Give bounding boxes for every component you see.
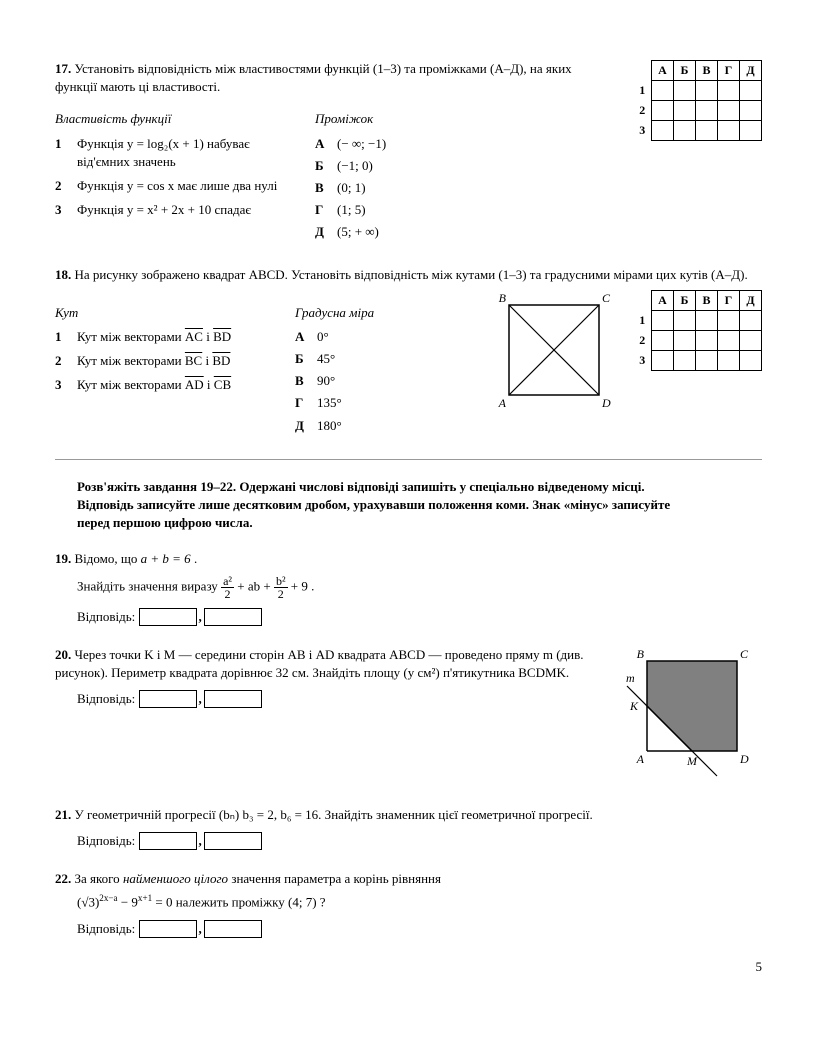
problem-20: 20. Через точки K і M — середини сторін … [55, 646, 762, 786]
svg-text:B: B [498, 291, 506, 305]
problem-number: 18. [55, 267, 71, 282]
right-header: Градусна міра [295, 304, 374, 322]
answer-input-20[interactable]: Відповідь: , [77, 690, 602, 708]
problem-text: На рисунку зображено квадрат ABCD. Устан… [75, 267, 748, 282]
answer-input-19[interactable]: Відповідь: , [77, 608, 762, 626]
svg-text:D: D [739, 752, 749, 766]
answer-grid-17: АБВГД 1 2 3 [634, 60, 763, 141]
svg-text:A: A [636, 752, 645, 766]
pentagon-figure: B C A D K M m [622, 646, 762, 786]
page-number: 5 [55, 958, 762, 976]
svg-text:C: C [740, 647, 749, 661]
svg-text:C: C [602, 291, 611, 305]
svg-text:B: B [637, 647, 645, 661]
square-abcd-figure: B C A D [494, 290, 614, 410]
left-header: Кут [55, 304, 265, 322]
right-header: Проміжок [315, 110, 386, 128]
svg-text:M: M [686, 754, 698, 768]
problem-18: 18. На рисунку зображено квадрат ABCD. У… [55, 266, 762, 439]
svg-text:D: D [601, 396, 611, 410]
problem-17: 17. Установіть відповідність між властив… [55, 60, 762, 246]
left-header: Властивість функції [55, 110, 285, 128]
svg-text:A: A [497, 396, 506, 410]
section-divider [55, 459, 762, 460]
problem-22: 22. За якого найменшого цілого значення … [55, 870, 762, 938]
svg-text:K: K [629, 699, 639, 713]
problem-21: 21. У геометричній прогресії (bₙ) b₃ = 2… [55, 806, 762, 850]
problem-19: 19. Відомо, що a + b = 6 . Знайдіть знач… [55, 550, 762, 625]
svg-text:m: m [626, 671, 635, 685]
problem-number: 17. [55, 61, 71, 76]
answer-input-22[interactable]: Відповідь: , [77, 920, 762, 938]
answer-input-21[interactable]: Відповідь: , [77, 832, 762, 850]
problem-text: Установіть відповідність між властивостя… [55, 61, 572, 94]
instructions: Розв'яжіть завдання 19–22. Одержані числ… [77, 478, 702, 533]
answer-grid-18: АБВГД 1 2 3 [634, 290, 763, 371]
